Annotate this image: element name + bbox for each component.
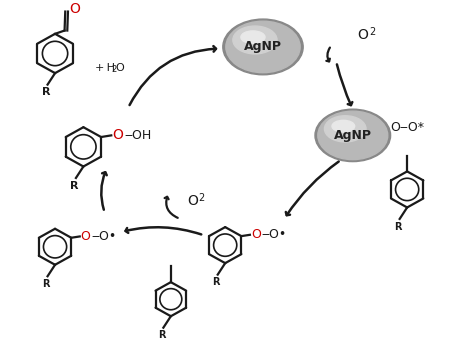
Text: O: O [115, 63, 124, 73]
Text: AgNP: AgNP [334, 129, 372, 142]
Text: 2: 2 [112, 65, 117, 74]
Ellipse shape [223, 19, 303, 75]
Text: R: R [394, 222, 402, 232]
Text: AgNP: AgNP [244, 41, 282, 54]
Ellipse shape [226, 21, 300, 73]
Text: ‒O•: ‒O• [261, 228, 286, 241]
Text: O: O [69, 2, 80, 16]
Text: O: O [251, 228, 261, 241]
Text: R: R [212, 277, 220, 287]
Text: 2: 2 [199, 193, 205, 203]
Ellipse shape [315, 109, 391, 162]
Text: 2: 2 [369, 27, 375, 37]
Ellipse shape [324, 116, 366, 142]
Text: O: O [81, 230, 91, 243]
Text: O: O [113, 128, 124, 143]
Text: R: R [42, 87, 50, 97]
Text: O‒O*: O‒O* [391, 121, 425, 134]
Text: R: R [70, 181, 79, 191]
Ellipse shape [318, 111, 388, 160]
Text: ‒OH: ‒OH [125, 129, 152, 142]
Text: + H: + H [95, 63, 115, 73]
Ellipse shape [233, 26, 277, 54]
Text: O: O [187, 194, 198, 208]
Text: R: R [42, 279, 50, 289]
Text: ‒O•: ‒O• [91, 230, 116, 243]
Ellipse shape [332, 120, 355, 132]
Text: O: O [357, 28, 368, 43]
Ellipse shape [241, 31, 265, 43]
Text: R: R [158, 330, 166, 340]
